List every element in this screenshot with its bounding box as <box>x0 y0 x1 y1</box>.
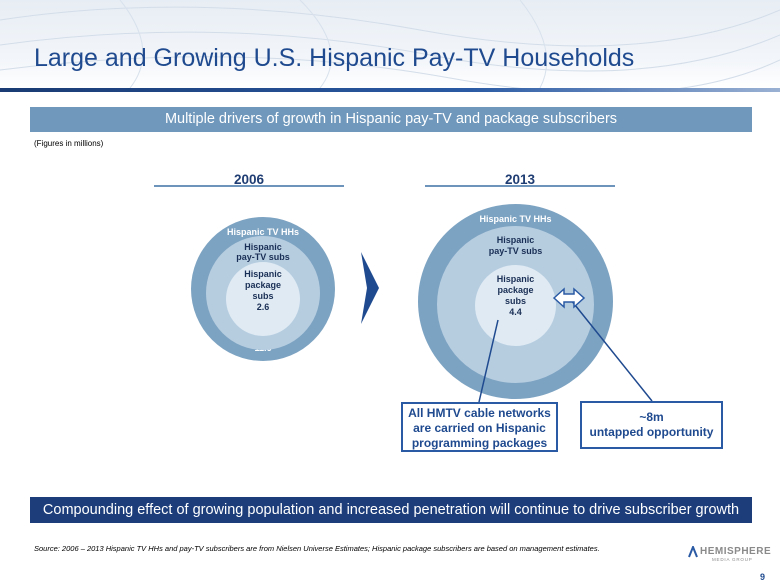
tv-hhs-label-2013: Hispanic TV HHs <box>479 214 552 224</box>
callout-untapped-line1: ~8m <box>639 410 664 424</box>
bottom-banner: Compounding effect of growing population… <box>30 497 752 523</box>
package-subs-label-2013-line2: package <box>497 285 534 295</box>
title-rule <box>0 88 780 92</box>
package-subs-circle-2013: Hispanic package subs 4.4 <box>475 265 556 346</box>
callout-cable-networks-line2: are carried on Hispanic <box>413 421 546 435</box>
package-subs-label-2013-line1: Hispanic <box>496 274 535 284</box>
logo-wordmark: HEMISPHERE <box>700 546 772 557</box>
package-subs-label-2006-line1: Hispanic <box>244 269 282 279</box>
callout-untapped-opportunity: ~8m untapped opportunity <box>580 401 723 449</box>
paytv-subs-label-2006-line2: pay-TV subs <box>236 252 290 262</box>
year-2006-rule <box>154 185 344 187</box>
package-subs-circle-2006: Hispanic package subs 2.6 <box>226 262 300 336</box>
package-subs-label-2013-line3: subs <box>504 296 526 306</box>
chevron-right-icon <box>361 252 379 324</box>
callout-cable-networks-line1: All HMTV cable networks <box>408 406 551 420</box>
paytv-subs-label-2013-line1: Hispanic <box>496 235 535 245</box>
package-subs-value-2013: 4.4 <box>509 307 522 317</box>
package-subs-label-2006-line2: package <box>244 280 282 290</box>
paytv-subs-label-2013-line2: pay-TV subs <box>488 246 543 256</box>
source-note: Source: 2006 – 2013 Hispanic TV HHs and … <box>34 544 600 553</box>
package-subs-label-2006-line3: subs <box>252 291 274 301</box>
logo-mark-icon <box>688 546 698 558</box>
paytv-subs-label-2006-line1: Hispanic <box>244 242 282 252</box>
logo-subtitle: MEDIA GROUP <box>712 557 753 562</box>
callout-cable-networks-line3: programming packages <box>411 436 548 450</box>
page-number: 9 <box>760 572 766 582</box>
callout-cable-networks: All HMTV cable networks are carried on H… <box>401 402 558 452</box>
tv-hhs-label-2006: Hispanic TV HHs <box>226 227 300 237</box>
year-2013-label: 2013 <box>504 172 536 187</box>
header-globe-lines <box>0 0 780 88</box>
year-2006-label: 2006 <box>233 172 265 187</box>
header-band <box>0 0 780 88</box>
figures-note: (Figures in millions) <box>34 139 104 148</box>
top-banner: Multiple drivers of growth in Hispanic p… <box>30 107 752 132</box>
company-logo: HEMISPHERE MEDIA GROUP <box>688 546 772 566</box>
year-2013-rule <box>425 185 615 187</box>
package-subs-value-2006: 2.6 <box>256 302 270 312</box>
callout-untapped-line2: untapped opportunity <box>589 425 714 439</box>
page-title: Large and Growing U.S. Hispanic Pay-TV H… <box>34 44 635 72</box>
